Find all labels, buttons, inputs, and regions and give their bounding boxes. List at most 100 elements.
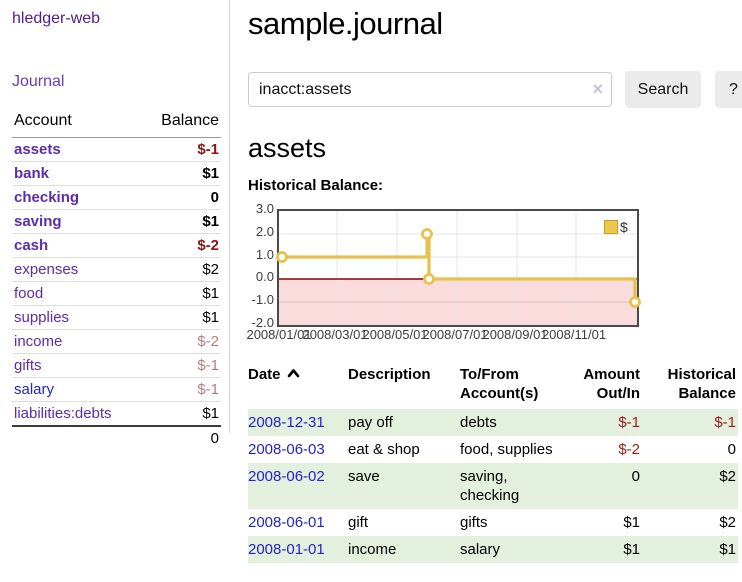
register-row: 2008-01-01 income salary $1 $1 bbox=[248, 536, 738, 563]
transaction-balance: $2 bbox=[719, 468, 736, 485]
account-link[interactable]: cash bbox=[14, 237, 49, 254]
transaction-accounts: gifts bbox=[460, 514, 488, 531]
clear-search-icon[interactable]: × bbox=[592, 79, 603, 99]
transaction-balance: 0 bbox=[727, 441, 736, 458]
account-row: liabilities:debts $1 bbox=[12, 401, 221, 426]
x-axis-tick: 2008/11/01 bbox=[541, 327, 607, 342]
account-link[interactable]: gifts bbox=[14, 357, 42, 374]
transaction-accounts: salary bbox=[460, 541, 501, 558]
y-axis-tick: 3.0 bbox=[255, 201, 274, 216]
x-axis-tick: 2008/07/01 bbox=[422, 327, 488, 342]
transaction-amount: 0 bbox=[631, 468, 640, 485]
register-row: 2008-06-02 save saving, checking 0 $2 bbox=[248, 463, 738, 509]
transaction-description: eat & shop bbox=[348, 441, 420, 458]
chart-title: Historical Balance: bbox=[248, 177, 384, 194]
account-balance: $1 bbox=[141, 161, 221, 186]
x-axis-tick: 2008/09/01 bbox=[482, 327, 548, 342]
account-link[interactable]: checking bbox=[14, 189, 80, 206]
account-link[interactable]: expenses bbox=[14, 261, 79, 278]
search-input[interactable] bbox=[248, 72, 612, 107]
transaction-accounts: food, supplies bbox=[460, 441, 553, 458]
account-link[interactable]: supplies bbox=[14, 309, 70, 326]
register-header-description: Description bbox=[348, 366, 431, 383]
accounts-header-account: Account bbox=[12, 110, 142, 138]
account-balance: $-1 bbox=[141, 353, 221, 378]
transaction-date-link[interactable]: 2008-06-02 bbox=[248, 468, 325, 485]
account-balance: $-2 bbox=[141, 233, 221, 258]
account-balance: $1 bbox=[141, 305, 221, 330]
account-link[interactable]: income bbox=[14, 333, 63, 350]
accounts-table: Account Balance assets $-1 bank $1 check… bbox=[12, 110, 221, 450]
x-axis-tick: 2008/03/01 bbox=[302, 327, 368, 342]
account-balance: 0 bbox=[141, 185, 221, 210]
register-header-row: Date Description To/From Account(s) Amou… bbox=[248, 363, 738, 409]
search-form: × Search ? bbox=[248, 71, 742, 108]
search-button[interactable]: Search bbox=[625, 71, 701, 108]
account-row: gifts $-1 bbox=[12, 353, 221, 378]
account-row: food $1 bbox=[12, 281, 221, 306]
transaction-balance: $-1 bbox=[714, 414, 736, 431]
account-link[interactable]: food bbox=[14, 285, 44, 302]
transaction-date-link[interactable]: 2008-01-01 bbox=[248, 541, 325, 558]
register-header-accounts: To/From Account(s) bbox=[460, 366, 539, 402]
register-row: 2008-06-03 eat & shop food, supplies $-2… bbox=[248, 436, 738, 463]
accounts-header-balance: Balance bbox=[141, 110, 221, 138]
register-header-balance: Historical Balance bbox=[667, 366, 736, 402]
account-balance: $-2 bbox=[141, 329, 221, 354]
brand-link[interactable]: hledger-web bbox=[12, 10, 101, 27]
account-heading: assets bbox=[248, 133, 327, 163]
y-axis-tick: 2.0 bbox=[255, 224, 274, 239]
chart-legend: $ bbox=[604, 219, 628, 235]
transaction-description: pay off bbox=[348, 414, 393, 431]
account-link[interactable]: liabilities:debts bbox=[14, 405, 112, 422]
help-button[interactable]: ? bbox=[715, 71, 742, 108]
account-link[interactable]: assets bbox=[14, 141, 61, 158]
accounts-header-row: Account Balance bbox=[12, 110, 221, 138]
register-header-amount: Amount Out/In bbox=[583, 366, 640, 402]
historical-balance-chart: 3.0 2.0 1.0 0.0 -1.0 -2.0 bbox=[246, 201, 728, 347]
sidebar: hledger-web Journal Account Balance asse… bbox=[0, 0, 230, 450]
date-header-label: Date bbox=[248, 366, 281, 383]
y-axis-tick: -2.0 bbox=[251, 315, 274, 330]
main-content: sample.journal × Search ? assets Histori… bbox=[230, 0, 742, 563]
y-axis-tick: 1.0 bbox=[255, 247, 274, 262]
account-row: assets $-1 bbox=[12, 138, 221, 162]
account-balance: $2 bbox=[141, 257, 221, 282]
account-link[interactable]: salary bbox=[14, 381, 55, 398]
account-row: supplies $1 bbox=[12, 305, 221, 330]
sort-ascending-icon bbox=[287, 365, 300, 384]
transaction-balance: $1 bbox=[719, 541, 736, 558]
account-row: cash $-2 bbox=[12, 233, 221, 258]
register-header-date: Date bbox=[248, 363, 348, 409]
account-balance: $-1 bbox=[197, 141, 219, 158]
transaction-date-link[interactable]: 2008-06-01 bbox=[248, 514, 325, 531]
register-row: 2008-12-31 pay off debts $-1 $-1 bbox=[248, 409, 738, 436]
account-row: saving $1 bbox=[12, 209, 221, 234]
data-point-markers bbox=[276, 228, 641, 308]
accounts-total-row: 0 bbox=[12, 425, 221, 450]
y-axis-tick: 0.0 bbox=[255, 269, 274, 284]
account-balance: $1 bbox=[141, 281, 221, 306]
x-axis-tick: 2008/05/01 bbox=[362, 327, 428, 342]
legend-swatch-icon bbox=[604, 220, 618, 234]
transaction-date-link[interactable]: 2008-06-03 bbox=[248, 441, 325, 458]
account-link[interactable]: bank bbox=[14, 165, 50, 182]
transaction-amount: $1 bbox=[623, 514, 640, 531]
x-axis-tick: 2008/01/01 bbox=[246, 327, 312, 342]
transaction-amount: $-2 bbox=[618, 441, 640, 458]
chart-plot-area[interactable] bbox=[276, 209, 641, 327]
transaction-description: save bbox=[348, 468, 380, 485]
transaction-date-link[interactable]: 2008-12-31 bbox=[248, 414, 325, 431]
transaction-balance: $2 bbox=[719, 514, 736, 531]
legend-label: $ bbox=[620, 219, 628, 235]
transaction-description: income bbox=[348, 541, 397, 558]
register-table: Date Description To/From Account(s) Amou… bbox=[248, 363, 738, 563]
account-row: income $-2 bbox=[12, 329, 221, 354]
sidebar-item-journal[interactable]: Journal bbox=[12, 73, 65, 90]
account-link[interactable]: saving bbox=[14, 213, 62, 230]
register-row: 2008-06-01 gift gifts $1 $2 bbox=[248, 509, 738, 536]
account-balance: $1 bbox=[141, 209, 221, 234]
account-row: bank $1 bbox=[12, 161, 221, 186]
transaction-amount: $-1 bbox=[618, 414, 640, 431]
page: hledger-web Journal Account Balance asse… bbox=[0, 0, 742, 563]
